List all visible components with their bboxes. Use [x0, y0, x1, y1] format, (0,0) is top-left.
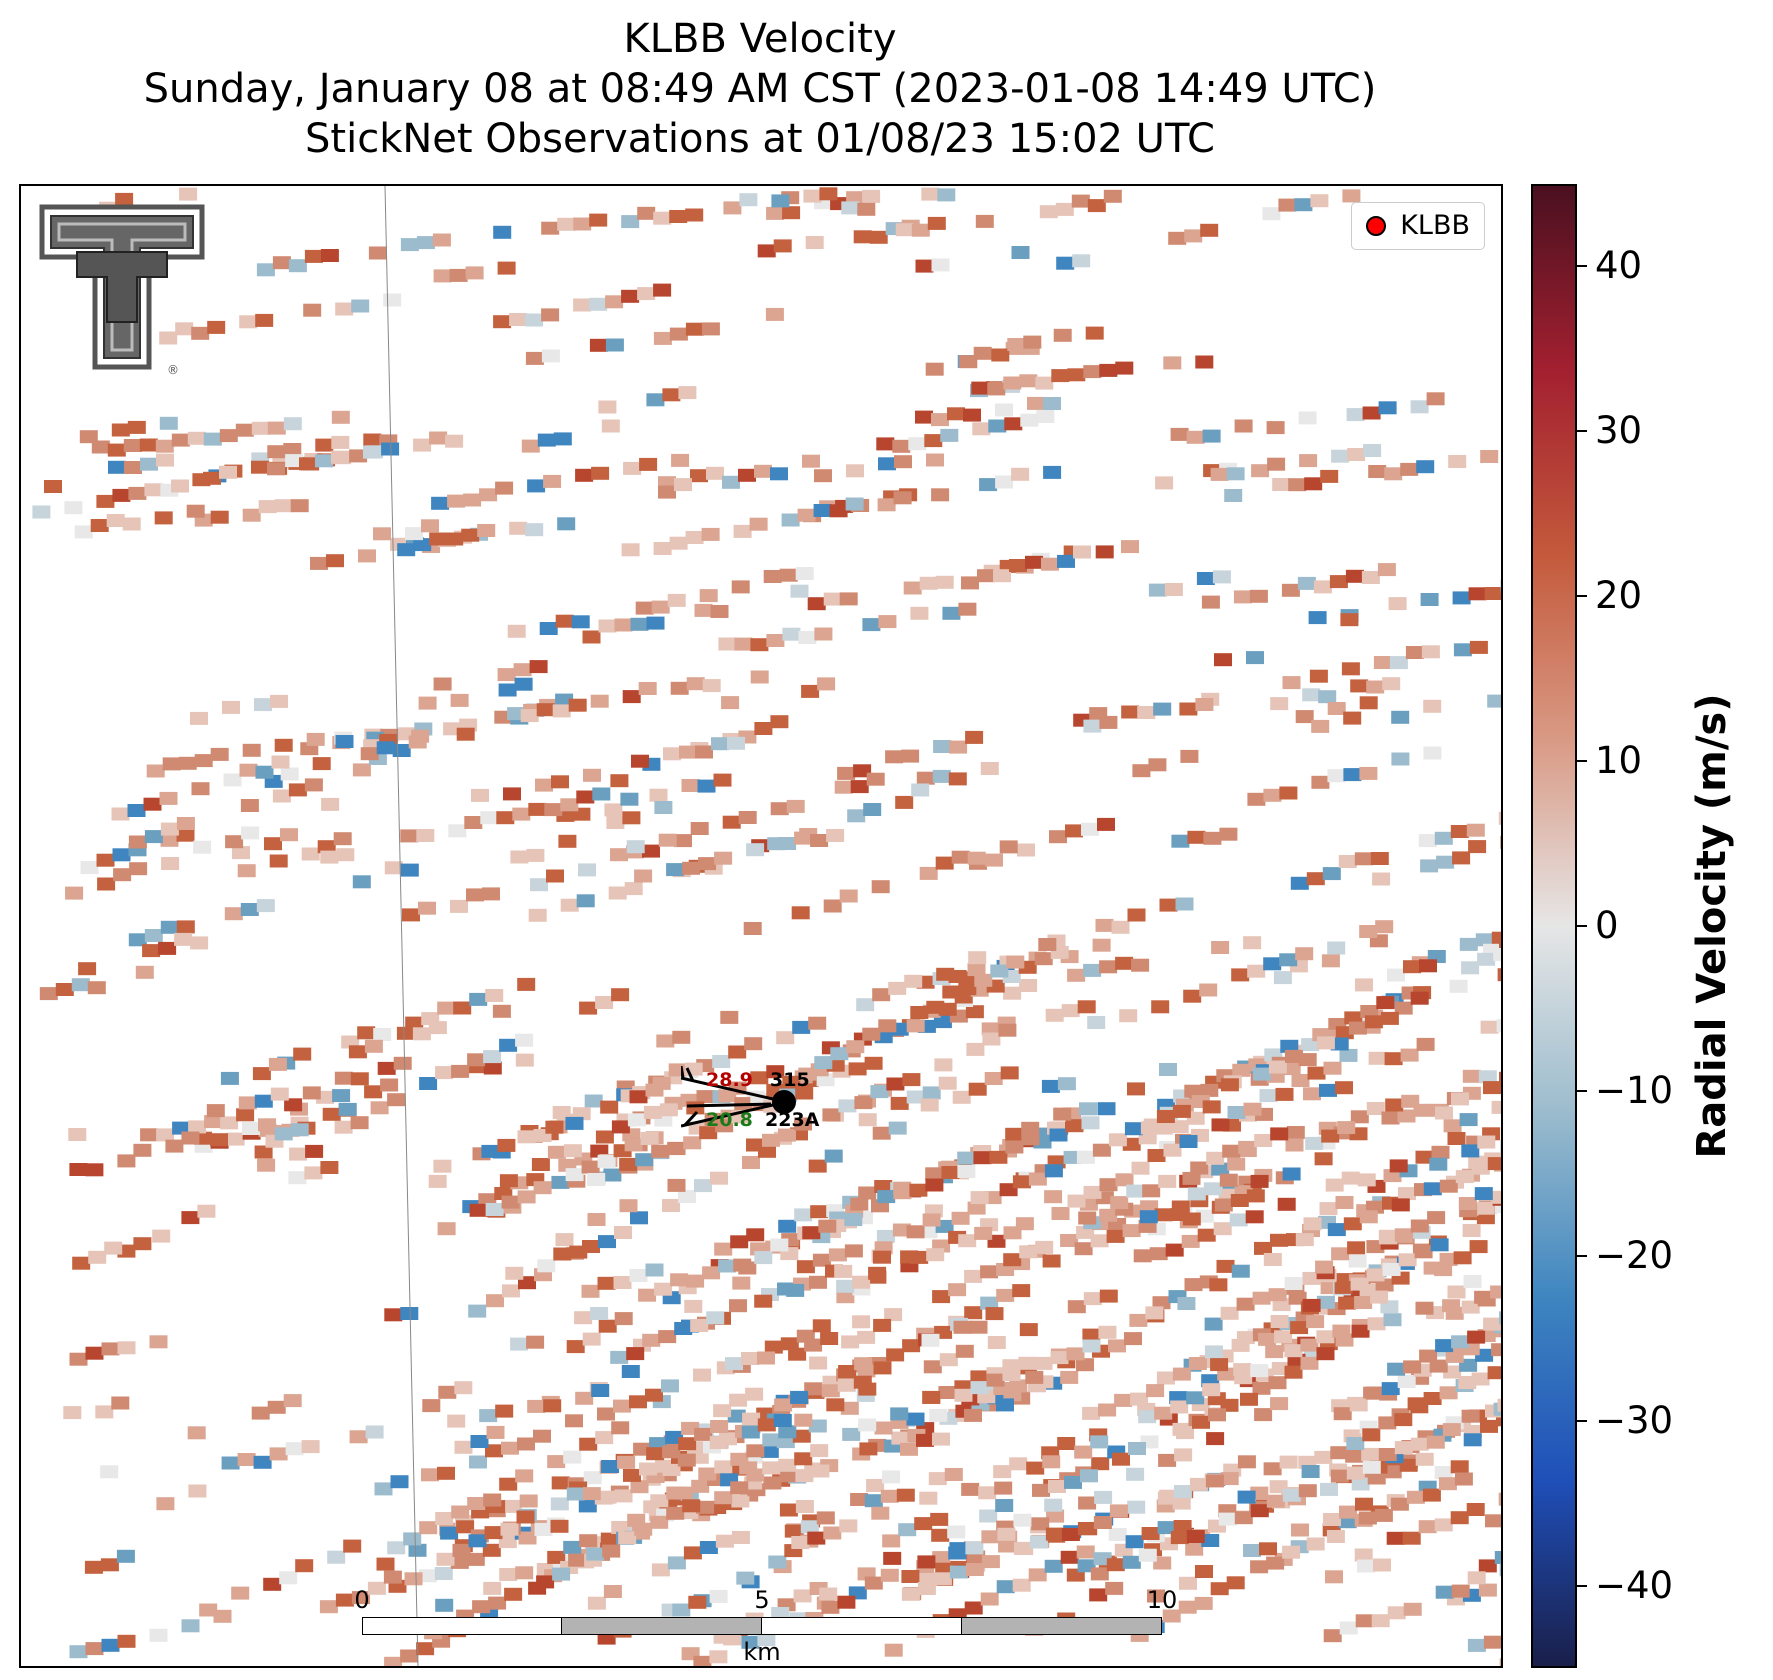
map-legend: KLBB	[1351, 202, 1485, 250]
radar-map[interactable]: ® KLBB 28.9 315 20.8 223A 0 5 10 km	[19, 184, 1503, 1668]
title-line-3: StickNet Observations at 01/08/23 15:02 …	[305, 116, 1215, 162]
scale-tick-0: 0	[354, 1586, 370, 1614]
county-boundary	[384, 186, 419, 1666]
klbb-marker-icon	[1366, 216, 1387, 236]
scale-unit: km	[743, 1638, 781, 1666]
dewpoint-value: 20.8	[706, 1109, 753, 1131]
scale-segment	[362, 1617, 562, 1635]
colorbar-tick	[1577, 430, 1587, 433]
colorbar-tick-label: 40	[1595, 244, 1643, 288]
colorbar-label: Radial Velocity (m/s)	[1689, 693, 1735, 1159]
texas-tech-double-t-logo: ®	[39, 204, 205, 377]
colorbar-tick	[1577, 1584, 1587, 1587]
colorbar-tick	[1577, 265, 1587, 268]
scale-bar: 0 5 10 km	[354, 1586, 1177, 1666]
legend-label: KLBB	[1400, 210, 1470, 241]
colorbar-tick-label: 0	[1595, 904, 1619, 947]
colorbar-tick	[1577, 1419, 1587, 1422]
colorbar-tick	[1577, 1089, 1587, 1092]
colorbar-tick-label: 30	[1595, 409, 1643, 453]
colorbar-tick-label: 10	[1595, 739, 1643, 783]
scale-segment	[561, 1617, 762, 1635]
station-id-315: 315	[770, 1069, 810, 1091]
scale-tick-10: 10	[1146, 1586, 1178, 1614]
colorbar-tick	[1577, 595, 1587, 598]
colorbar-tick-label: −10	[1595, 1068, 1674, 1112]
scale-segment	[961, 1617, 1162, 1635]
colorbar-tick-label: −40	[1595, 1563, 1674, 1607]
colorbar-tick	[1577, 760, 1587, 763]
colorbar-tick	[1577, 925, 1587, 927]
radar-velocity-field	[32, 186, 1501, 1666]
plot-title: KLBB Velocity Sunday, January 08 at 08:4…	[0, 14, 1520, 164]
velocity-colorbar	[1531, 184, 1577, 1668]
title-line-2: Sunday, January 08 at 08:49 AM CST (2023…	[143, 66, 1377, 112]
colorbar-tick	[1577, 1254, 1587, 1257]
scale-tick-5: 5	[754, 1586, 770, 1614]
station-dewpoint: 20.8	[706, 1110, 753, 1130]
scale-segment	[761, 1617, 962, 1635]
registered-mark: ®	[167, 363, 179, 377]
colorbar-tick-label: −20	[1595, 1233, 1674, 1277]
title-line-1: KLBB Velocity	[623, 16, 897, 62]
station-wind-barb-icon	[681, 1066, 796, 1128]
colorbar-tick-label: 20	[1595, 574, 1643, 618]
temperature-value: 28.9	[706, 1069, 753, 1091]
colorbar-tick-label: −30	[1595, 1398, 1674, 1442]
station-id-223a: 223A	[765, 1109, 820, 1131]
station-temperature: 28.9	[706, 1070, 753, 1090]
